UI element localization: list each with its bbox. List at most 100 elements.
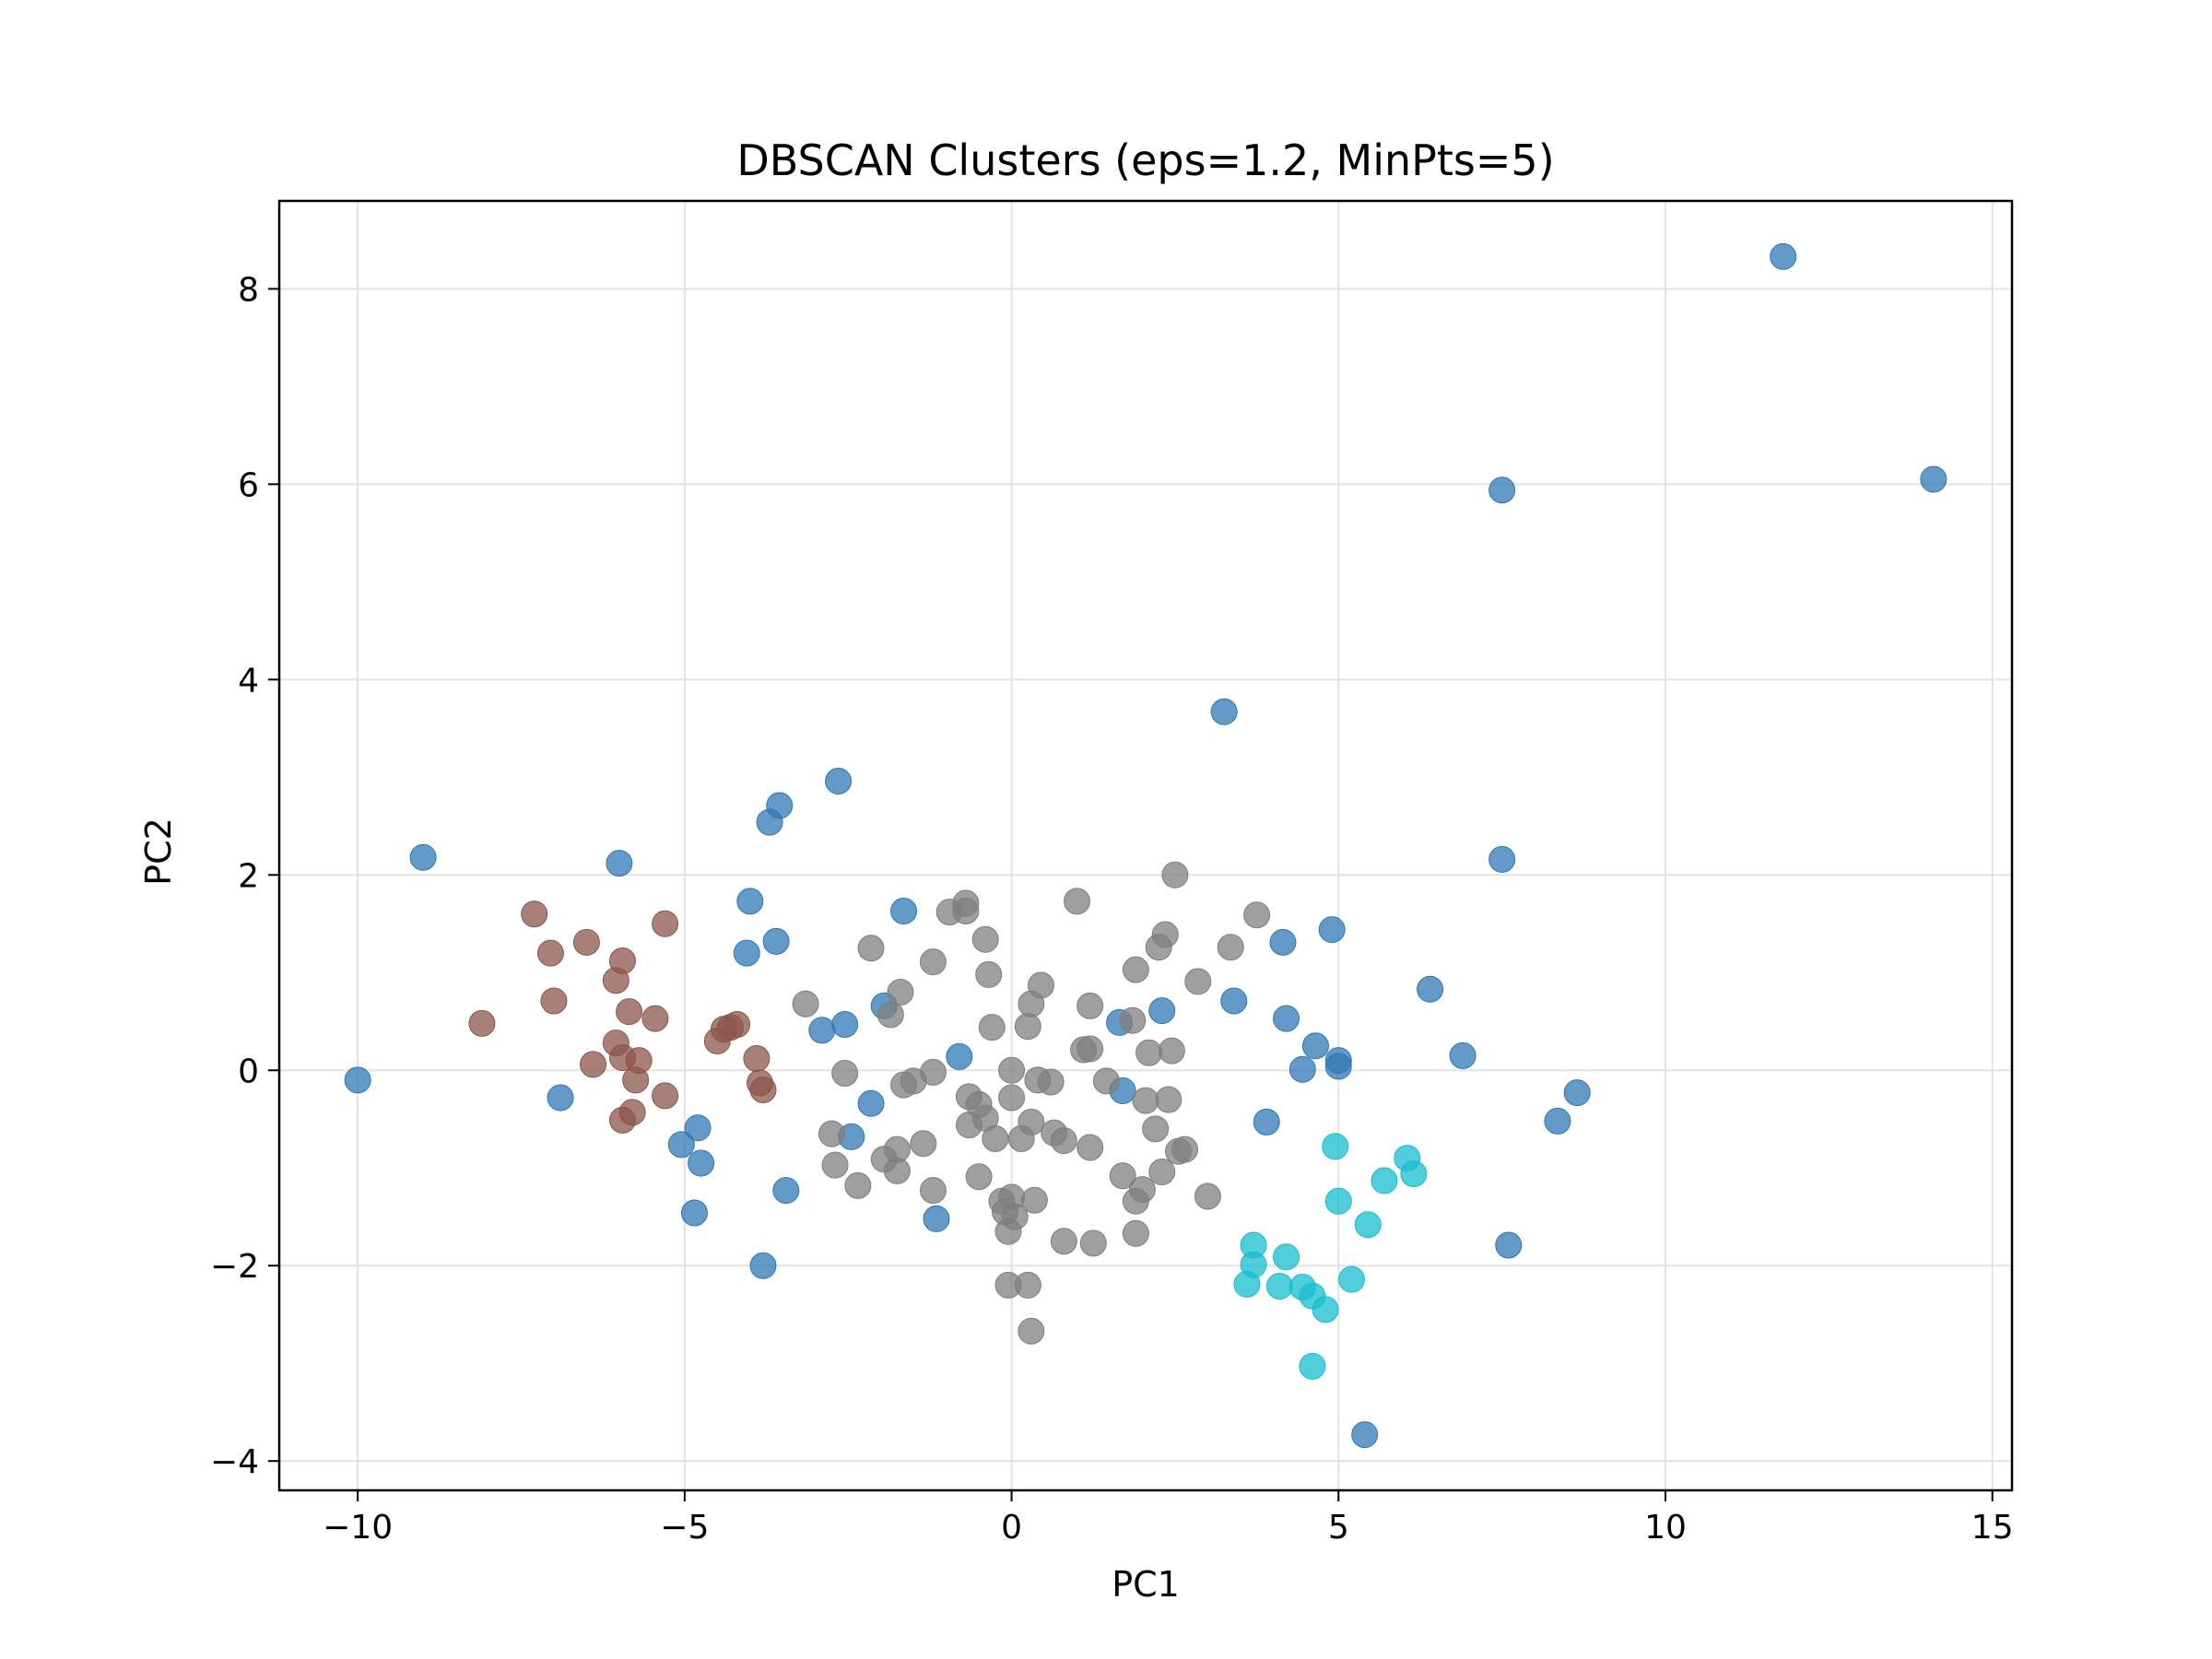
data-point <box>1351 1421 1379 1449</box>
data-point <box>641 1005 669 1032</box>
data-point <box>883 1157 911 1184</box>
data-point <box>1037 1068 1065 1096</box>
data-point <box>1148 997 1176 1025</box>
data-point <box>890 1071 918 1099</box>
data-point <box>952 898 980 925</box>
data-point <box>1288 1055 1316 1083</box>
data-point <box>572 928 600 956</box>
data-point <box>703 1027 731 1054</box>
x-tick-label: −10 <box>323 1509 393 1547</box>
data-point <box>1449 1041 1477 1069</box>
data-point <box>622 1066 650 1094</box>
data-point <box>680 1199 708 1227</box>
data-point <box>743 1045 771 1073</box>
data-point <box>1092 1067 1120 1095</box>
data-point <box>975 960 1003 988</box>
data-point <box>762 927 790 955</box>
data-point <box>749 1252 777 1279</box>
data-point <box>831 1010 859 1038</box>
data-point <box>521 900 548 928</box>
x-tick-label: 10 <box>1644 1509 1687 1547</box>
data-point <box>608 1106 636 1134</box>
data-point <box>1132 1087 1159 1114</box>
data-point <box>1217 934 1244 961</box>
data-point <box>1210 698 1238 725</box>
data-point <box>756 808 783 836</box>
y-tick-label: 6 <box>238 466 259 504</box>
data-point <box>1194 1182 1221 1210</box>
data-point <box>547 1084 574 1112</box>
data-point <box>857 1089 885 1117</box>
data-point <box>540 987 568 1015</box>
data-point <box>1077 992 1104 1019</box>
data-point <box>1161 861 1189 888</box>
data-point <box>1135 1039 1163 1066</box>
data-point <box>344 1066 371 1094</box>
x-tick-label: 0 <box>1001 1509 1022 1547</box>
data-point <box>1265 1272 1293 1300</box>
data-point <box>1155 1086 1182 1113</box>
data-point <box>982 1124 1009 1152</box>
data-point <box>1014 1013 1041 1041</box>
data-point <box>1109 1162 1136 1190</box>
data-point <box>1400 1160 1428 1188</box>
data-point <box>1273 1005 1300 1032</box>
x-tick-label: 15 <box>1971 1509 2014 1547</box>
data-point <box>808 1017 836 1044</box>
data-point <box>1301 1032 1329 1060</box>
data-point <box>616 998 643 1026</box>
data-point <box>890 898 918 925</box>
data-point <box>1273 1243 1300 1271</box>
data-point <box>1050 1228 1077 1255</box>
data-point <box>652 1082 679 1110</box>
chart-title: DBSCAN Clusters (eps=1.2, MinPts=5) <box>736 135 1554 185</box>
data-point <box>580 1051 607 1078</box>
data-point <box>978 1014 1006 1041</box>
data-point <box>825 768 853 795</box>
data-point <box>1142 1115 1170 1143</box>
plot-frame <box>277 199 2014 1492</box>
data-point <box>1064 888 1091 915</box>
data-points <box>344 242 1947 1449</box>
y-tick-label: 2 <box>238 857 259 895</box>
data-point <box>736 888 764 915</box>
data-point <box>1920 465 1947 493</box>
y-tick-label: 8 <box>238 271 259 309</box>
data-point <box>1077 1035 1104 1063</box>
data-point <box>1233 1270 1261 1298</box>
data-point <box>1050 1127 1077 1155</box>
data-point <box>994 1218 1022 1245</box>
data-point <box>1158 1037 1185 1065</box>
data-point <box>946 1042 973 1070</box>
data-point <box>923 1205 950 1232</box>
data-point <box>1184 968 1212 995</box>
data-point <box>831 1059 859 1087</box>
data-point <box>919 948 947 976</box>
data-point <box>1119 1006 1147 1034</box>
data-point <box>409 843 437 871</box>
x-tick-label: −5 <box>660 1509 709 1547</box>
data-point <box>1253 1108 1280 1135</box>
data-point <box>1488 477 1516 504</box>
data-point <box>1220 987 1248 1015</box>
axis-ticks: −10 −5 0 5 10 15 −4 −2 0 2 4 6 8 <box>210 271 2014 1547</box>
data-point <box>468 1009 496 1037</box>
data-point <box>1007 1124 1035 1152</box>
data-point <box>1145 934 1172 961</box>
data-point <box>1122 956 1149 983</box>
data-point <box>1324 1187 1352 1215</box>
data-point <box>772 1177 800 1205</box>
data-point <box>1243 901 1271 929</box>
data-point <box>998 1056 1026 1084</box>
data-point <box>1122 1219 1149 1247</box>
data-point <box>877 1001 904 1029</box>
data-point <box>1322 1133 1349 1160</box>
data-point <box>688 1149 715 1177</box>
data-point <box>887 978 914 1006</box>
data-point <box>1770 242 1797 270</box>
data-point <box>1495 1231 1523 1259</box>
data-point <box>1417 975 1444 1003</box>
data-point <box>971 925 999 953</box>
